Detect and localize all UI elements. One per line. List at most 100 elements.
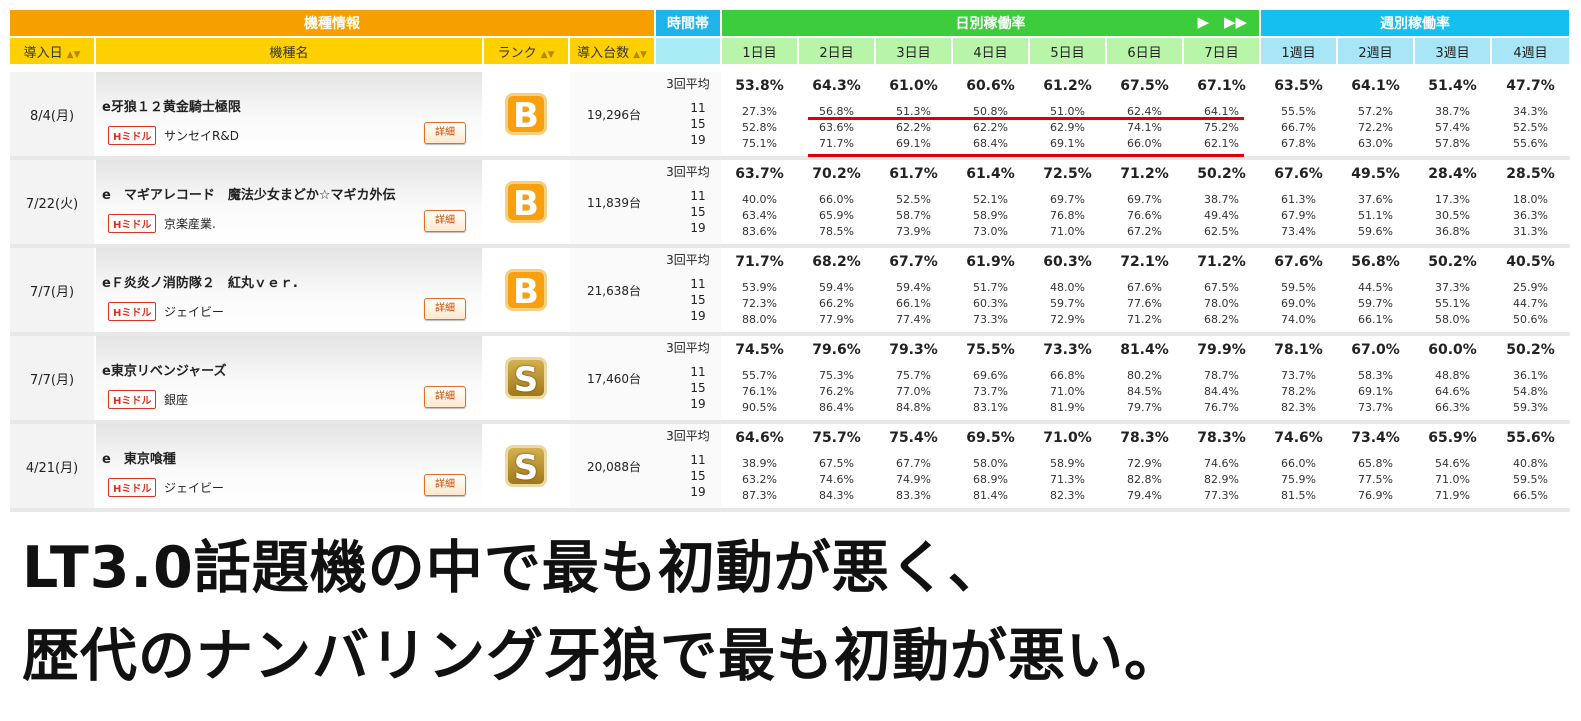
- hour-rate: 82.3%: [1050, 489, 1085, 502]
- week-column[interactable]: 1週目: [1260, 36, 1339, 64]
- hour-rate: 88.0%: [742, 313, 777, 326]
- avg-rate: 79.6%: [812, 342, 861, 358]
- highlight-underline: [808, 154, 1244, 157]
- day-column[interactable]: 3日目: [875, 36, 953, 64]
- hour-rate: 67.5%: [819, 457, 854, 470]
- machine-title[interactable]: e マギアレコード 魔法少女まどか☆マギカ外伝: [102, 188, 396, 203]
- machine-title[interactable]: e東京リベンジャーズ: [102, 364, 227, 379]
- weekly-rate-cell: 56.8% 44.5% 59.7% 66.1%: [1337, 246, 1415, 336]
- maker-name: 銀座: [164, 393, 189, 407]
- hour-rate: 73.9%: [896, 225, 931, 238]
- hour-rate: 58.0%: [1435, 313, 1470, 326]
- hour-rate: 58.3%: [1358, 369, 1393, 382]
- detail-button[interactable]: 詳細: [424, 298, 466, 320]
- daily-rate-cell: 68.2% 59.4% 66.2% 77.9%: [798, 246, 875, 336]
- week-column[interactable]: 2週目: [1337, 36, 1416, 64]
- detail-button[interactable]: 詳細: [424, 386, 466, 408]
- hour-rate: 78.0%: [1204, 297, 1239, 310]
- hour-rate: 60.3%: [973, 297, 1008, 310]
- machine-name-cell: e マギアレコード 魔法少女まどか☆マギカ外伝 Hミドル 京楽産業. 詳細: [95, 158, 484, 248]
- hour-rate: 67.9%: [1281, 209, 1316, 222]
- avg-rate: 28.5%: [1506, 166, 1555, 182]
- weekly-rate-cell: 67.0% 58.3% 69.1% 73.7%: [1337, 334, 1415, 424]
- next-play-icon[interactable]: ▶: [1197, 13, 1210, 31]
- week-column[interactable]: 4週目: [1491, 36, 1572, 64]
- hour-rate: 73.7%: [973, 385, 1008, 398]
- time-slot-labels: 3回平均 11 15 19: [655, 334, 721, 424]
- day-column[interactable]: 2日目: [798, 36, 876, 64]
- day-column[interactable]: 5日目: [1029, 36, 1107, 64]
- daily-rate-cell: 61.4% 52.1% 58.9% 73.0%: [952, 158, 1029, 248]
- daily-rate-cell: 71.2% 69.7% 76.6% 67.2%: [1106, 158, 1183, 248]
- hour-rate: 58.9%: [973, 209, 1008, 222]
- fast-forward-icon[interactable]: ▶▶: [1223, 13, 1248, 31]
- detail-button[interactable]: 詳細: [424, 210, 466, 232]
- time-slot-labels: 3回平均 11 15 19: [655, 246, 721, 336]
- avg-rate: 56.8%: [1351, 254, 1400, 270]
- machine-title[interactable]: eＦ炎炎ノ消防隊２ 紅丸ｖｅｒ.: [102, 276, 298, 291]
- hour-rate: 36.3%: [1513, 209, 1548, 222]
- hour-rate: 52.1%: [973, 193, 1008, 206]
- hour-rate: 83.1%: [973, 401, 1008, 414]
- hour-rate: 84.3%: [819, 489, 854, 502]
- time-label: 15: [690, 293, 706, 307]
- hour-rate: 74.6%: [1204, 457, 1239, 470]
- table-row: 4/21(月) e 東京喰種 Hミドル ジェイビー 詳細 S 20,088台 3回平均 11 15…: [10, 422, 1571, 512]
- weekly-rate-cell: 55.6% 40.8% 59.5% 66.5%: [1491, 422, 1571, 512]
- hour-rate: 81.4%: [973, 489, 1008, 502]
- hour-rate: 79.4%: [1127, 489, 1162, 502]
- hour-rate: 63.6%: [819, 121, 854, 134]
- sort-arrows-icon[interactable]: ▲▼: [540, 49, 555, 60]
- day-column[interactable]: 6日目: [1106, 36, 1184, 64]
- hour-rate: 63.0%: [1358, 137, 1393, 150]
- day-column[interactable]: 7日目: [1183, 36, 1262, 64]
- time-label: 19: [690, 397, 706, 411]
- avg-rate: 75.5%: [966, 342, 1015, 358]
- sort-date-column[interactable]: 導入日 ▲▼: [10, 36, 96, 64]
- sort-arrows-icon[interactable]: ▲▼: [66, 49, 81, 60]
- time-label: 3回平均: [666, 429, 710, 443]
- day-column[interactable]: 4日目: [952, 36, 1030, 64]
- daily-rate-cell: 73.3% 66.8% 71.0% 81.9%: [1029, 334, 1106, 424]
- hour-rate: 55.5%: [1281, 105, 1316, 118]
- time-label: 11: [690, 453, 706, 467]
- hour-rate: 59.7%: [1358, 297, 1393, 310]
- week-column[interactable]: 3週目: [1414, 36, 1493, 64]
- weekly-rate-cell: 78.1% 73.7% 78.2% 82.3%: [1260, 334, 1338, 424]
- sort-arrows-icon[interactable]: ▲▼: [633, 49, 647, 60]
- sort-units-column[interactable]: 導入台数 ▲▼: [569, 36, 656, 64]
- detail-button[interactable]: 詳細: [424, 474, 466, 496]
- sort-rank-column[interactable]: ランク ▲▼: [483, 36, 570, 64]
- machine-title[interactable]: e牙狼１２黄金騎士極限: [102, 100, 241, 115]
- hour-rate: 72.2%: [1358, 121, 1393, 134]
- hour-rate: 68.9%: [973, 473, 1008, 486]
- hour-rate: 66.7%: [1281, 121, 1316, 134]
- hour-rate: 80.2%: [1127, 369, 1162, 382]
- daily-rate-cell: 63.7% 40.0% 63.4% 83.6%: [721, 158, 798, 248]
- rank-cell: B: [483, 72, 570, 160]
- hour-rate: 75.3%: [819, 369, 854, 382]
- hour-rate: 87.3%: [742, 489, 777, 502]
- hour-rate: 74.0%: [1281, 313, 1316, 326]
- intro-date: 7/7(月): [10, 334, 96, 424]
- day-column[interactable]: 1日目: [721, 36, 799, 64]
- rank-column-label: ランク: [497, 45, 537, 61]
- avg-rate: 74.6%: [1274, 430, 1323, 446]
- rank-badge: B: [505, 269, 547, 312]
- highlight-underline: [808, 117, 1244, 120]
- hour-rate: 71.0%: [1435, 473, 1470, 486]
- avg-rate: 64.1%: [1351, 78, 1400, 94]
- weekly-rate-cell: 50.2% 37.3% 55.1% 58.0%: [1414, 246, 1492, 336]
- hour-rate: 68.2%: [1204, 313, 1239, 326]
- hour-rate: 17.3%: [1435, 193, 1470, 206]
- hour-rate: 77.0%: [896, 385, 931, 398]
- rank-badge: B: [505, 181, 547, 224]
- detail-button[interactable]: 詳細: [424, 122, 466, 144]
- daily-rate-cell: 61.0% 51.3% 62.2% 69.1%: [875, 72, 952, 160]
- avg-rate: 73.4%: [1351, 430, 1400, 446]
- machine-name-cell: e東京リベンジャーズ Hミドル 銀座 詳細: [95, 334, 484, 424]
- machine-title[interactable]: e 東京喰種: [102, 452, 176, 467]
- hour-rate: 66.1%: [1358, 313, 1393, 326]
- hour-rate: 55.6%: [1513, 137, 1548, 150]
- avg-rate: 75.7%: [812, 430, 861, 446]
